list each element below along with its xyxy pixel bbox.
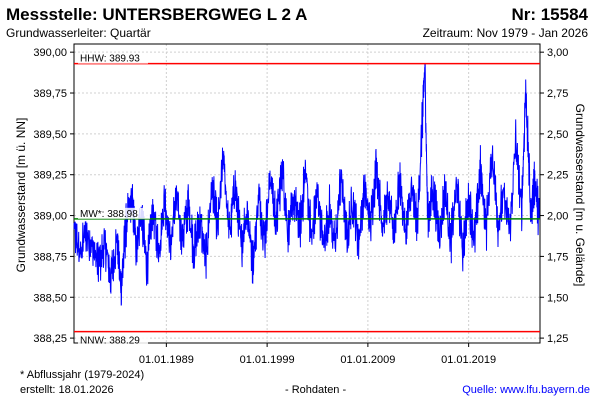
hhw-label-bg: [78, 52, 148, 64]
x-tick-label: 01.01.1999: [240, 354, 295, 366]
reference-lines: HHW: 389.93 MW*: 388.98 NNW: 388.29: [74, 52, 540, 347]
y2-tick-label: 1,50: [547, 292, 568, 304]
nnw-label: NNW: 388.29: [80, 336, 140, 347]
hhw-label: HHW: 389.93: [80, 54, 140, 65]
y2-tick-label: 2,00: [547, 211, 568, 223]
created-date: erstellt: 18.01.2026: [20, 384, 114, 396]
y-tick-label: 388,75: [33, 251, 67, 263]
y-tick-label: 389,00: [33, 211, 67, 223]
aquifer-label: Grundwasserleiter: Quartär: [6, 26, 151, 40]
axis-ticks: 388,25 1,25 388,50 1,50 388,75 1,75 389,00 2,00…: [33, 47, 568, 366]
y2-tick-label: 1,25: [547, 333, 568, 345]
mw-label: MW*: 388.98: [80, 209, 138, 220]
water-level-series: [73, 63, 540, 306]
station-number: Nr: 15584: [511, 5, 588, 24]
y2-tick-label: 1,75: [547, 251, 568, 263]
y-tick-label: 389,50: [33, 129, 67, 141]
y2-tick-label: 2,50: [547, 129, 568, 141]
y2-tick-label: 3,00: [547, 47, 568, 59]
y2-tick-label: 2,25: [547, 170, 568, 182]
y-tick-label: 389,25: [33, 170, 67, 182]
raw-data-label: - Rohdaten -: [285, 384, 347, 396]
y2-tick-label: 2,75: [547, 88, 568, 100]
y-tick-label: 389,75: [33, 88, 67, 100]
nnw-label-bg: [78, 333, 148, 345]
y-tick-label: 388,25: [33, 333, 67, 345]
mw-label-bg: [78, 207, 150, 219]
period-label: Zeitraum: Nov 1979 - Jan 2026: [422, 26, 588, 40]
page-title: Messstelle: UNTERSBERGWEG L 2 A: [6, 5, 308, 24]
y-axis-label: Grundwasserstand [m ü. NN]: [14, 118, 28, 273]
x-tick-label: 01.01.2019: [441, 354, 496, 366]
series-layer: [73, 63, 540, 306]
x-tick-label: 01.01.2009: [340, 354, 395, 366]
source-link[interactable]: Quelle: www.lfu.bayern.de: [462, 384, 590, 396]
x-tick-label: 01.01.1989: [139, 354, 194, 366]
y-tick-label: 390,00: [33, 47, 67, 59]
y-tick-label: 388,50: [33, 292, 67, 304]
y2-axis-label: Grundwasserstand [m u. Gelände]: [573, 104, 587, 287]
footnote: * Abflussjahr (1979-2024): [20, 369, 145, 381]
plot-frame: [73, 43, 541, 344]
